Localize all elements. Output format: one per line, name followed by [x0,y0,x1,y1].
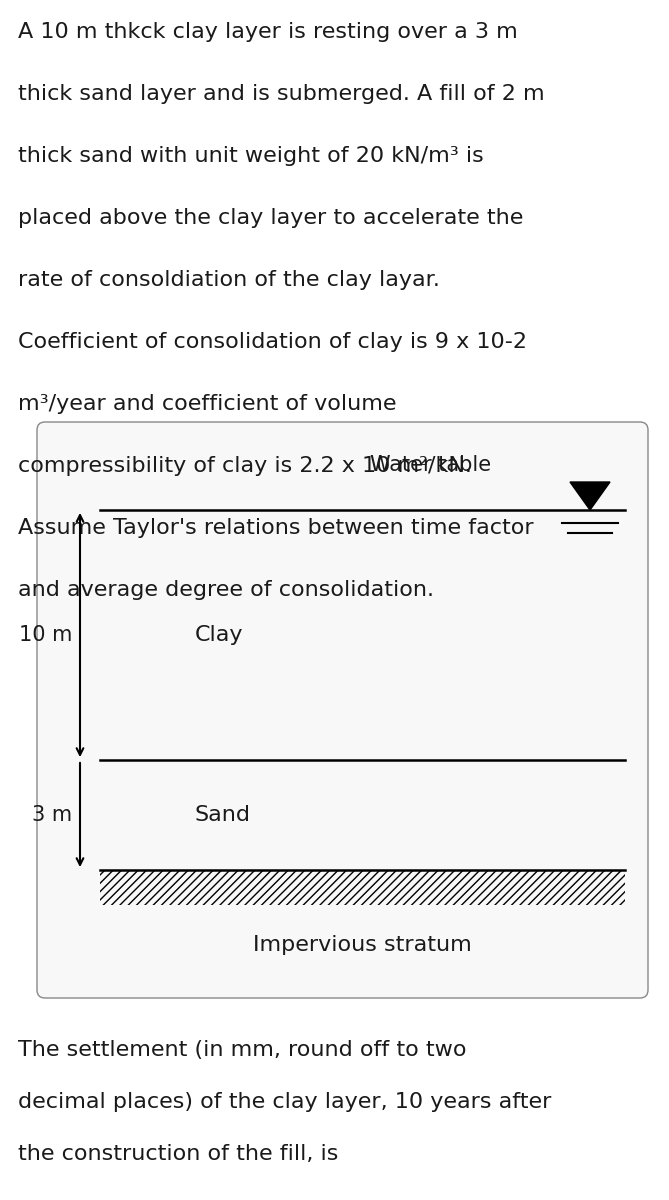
Text: placed above the clay layer to accelerate the: placed above the clay layer to accelerat… [18,208,523,228]
Text: Water table: Water table [370,455,491,475]
Bar [100,870,625,905]
Polygon shape [570,482,610,510]
Text: Sand: Sand [195,805,251,826]
Text: A 10 m thkck clay layer is resting over a 3 m: A 10 m thkck clay layer is resting over … [18,22,518,42]
Text: compressibility of clay is 2.2 x 10 m²/kN.: compressibility of clay is 2.2 x 10 m²/k… [18,456,472,476]
Text: 3 m: 3 m [32,805,72,826]
Text: 10 m: 10 m [19,625,72,646]
Text: and average degree of consolidation.: and average degree of consolidation. [18,580,434,600]
Text: Coefficient of consolidation of clay is 9 x 10-2: Coefficient of consolidation of clay is … [18,332,527,352]
Text: m³/year and coefficient of volume: m³/year and coefficient of volume [18,394,397,414]
Text: thick sand layer and is submerged. A fill of 2 m: thick sand layer and is submerged. A fil… [18,84,545,104]
Text: thick sand with unit weight of 20 kN/m³ is: thick sand with unit weight of 20 kN/m³ … [18,146,484,166]
Text: the construction of the fill, is: the construction of the fill, is [18,1144,339,1164]
FancyBboxPatch shape [37,422,648,998]
Text: Clay: Clay [195,625,244,646]
Text: decimal places) of the clay layer, 10 years after: decimal places) of the clay layer, 10 ye… [18,1092,551,1112]
Text: The settlement (in mm, round off to two: The settlement (in mm, round off to two [18,1040,466,1060]
Text: Assume Taylor's relations between time factor: Assume Taylor's relations between time f… [18,518,534,538]
Text: Impervious stratum: Impervious stratum [253,935,472,955]
Text: rate of consoldiation of the clay layar.: rate of consoldiation of the clay layar. [18,270,440,290]
